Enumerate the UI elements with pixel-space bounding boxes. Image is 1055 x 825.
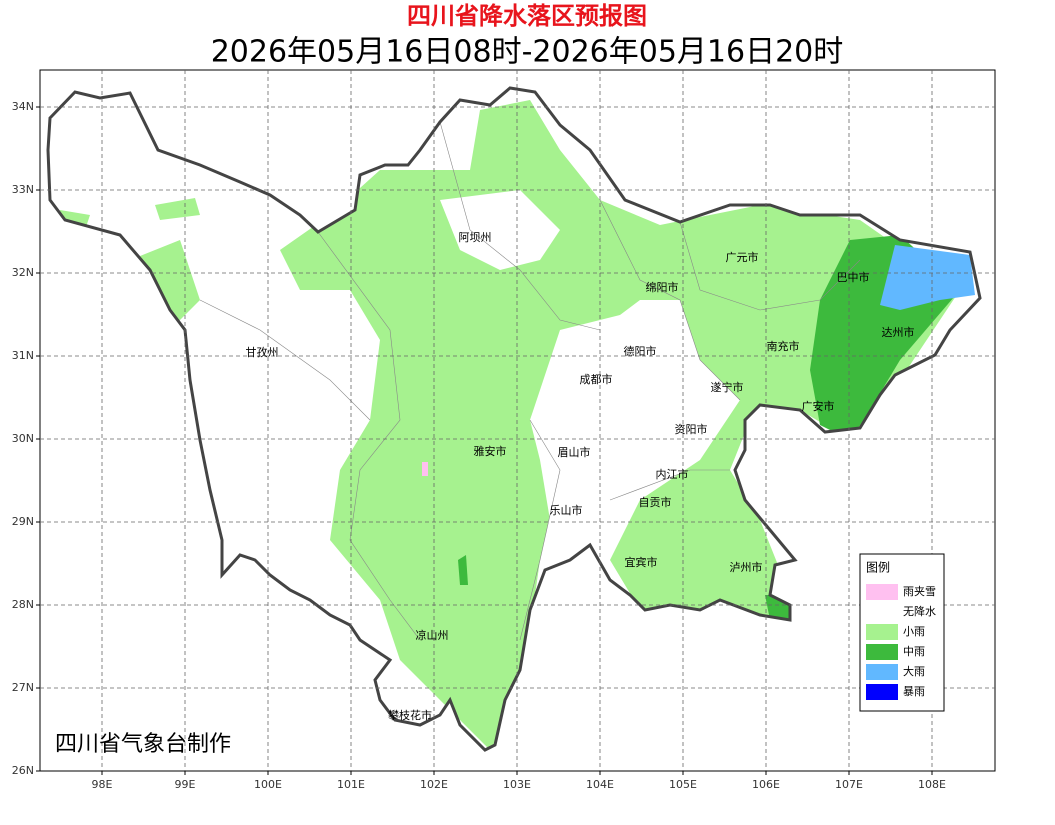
legend-swatch — [866, 624, 898, 640]
city-label: 雅安市 — [474, 444, 507, 458]
legend-label: 大雨 — [903, 664, 925, 678]
lat-label: 29N — [12, 515, 34, 528]
city-label: 德阳市 — [624, 344, 657, 358]
lon-label: 105E — [669, 778, 697, 791]
legend-swatch — [866, 604, 898, 620]
lat-label: 33N — [12, 183, 34, 196]
city-label: 绵阳市 — [646, 280, 679, 294]
title: 四川省降水落区预报图 — [407, 2, 647, 30]
lat-label: 32N — [12, 266, 34, 279]
legend-swatch — [866, 644, 898, 660]
province-border — [46, 86, 982, 752]
legend-title: 图例 — [866, 561, 890, 575]
lon-label: 107E — [835, 778, 863, 791]
city-label: 遂宁市 — [711, 380, 744, 394]
lon-label: 100E — [254, 778, 282, 791]
graticule: 34N 33N 32N 31N 30N 29N 28N 27N 26N 98E 99E 100E 101… — [12, 70, 995, 791]
lon-label: 101E — [337, 778, 365, 791]
lon-label: 104E — [586, 778, 614, 791]
legend-swatch — [866, 664, 898, 680]
city-label: 巴中市 — [837, 270, 870, 284]
legend-label: 中雨 — [903, 645, 925, 658]
credit: 四川省气象台制作 — [55, 732, 231, 757]
city-label: 内江市 — [656, 467, 689, 481]
city-label: 成都市 — [580, 372, 613, 386]
city-label: 凉山州 — [416, 628, 449, 642]
legend-label: 雨夹雪 — [903, 585, 936, 598]
city-label: 广安市 — [802, 399, 835, 413]
city-label: 南充市 — [767, 339, 800, 353]
city-label: 乐山市 — [550, 503, 583, 517]
legend-label: 暴雨 — [903, 685, 925, 698]
lon-label: 102E — [420, 778, 448, 791]
legend-swatch — [866, 584, 898, 600]
lon-label: 99E — [175, 778, 196, 791]
county-borders — [199, 121, 861, 641]
lon-label: 108E — [918, 778, 946, 791]
city-label: 泸州市 — [730, 560, 763, 574]
subtitle: 2026年05月16日08时-2026年05月16日20时 — [211, 35, 844, 70]
city-label: 资阳市 — [675, 422, 708, 436]
lon-label: 103E — [503, 778, 531, 791]
rain-areas — [60, 100, 975, 750]
lat-label: 27N — [12, 681, 34, 694]
city-label: 攀枝花市 — [388, 708, 432, 722]
legend-label: 无降水 — [903, 604, 936, 618]
lat-label: 34N — [12, 100, 34, 113]
lat-label: 31N — [12, 349, 34, 362]
city-label: 甘孜州 — [246, 345, 279, 359]
lon-label: 98E — [92, 778, 113, 791]
lat-label: 28N — [12, 598, 34, 611]
city-label: 眉山市 — [558, 445, 591, 459]
city-label: 达州市 — [882, 325, 915, 339]
city-label: 阿坝州 — [459, 230, 492, 244]
lat-label: 26N — [12, 764, 34, 777]
city-label: 广元市 — [726, 250, 759, 264]
legend-swatch — [866, 684, 898, 700]
city-label: 宜宾市 — [625, 555, 658, 569]
city-label: 自贡市 — [639, 495, 672, 509]
lat-label: 30N — [12, 432, 34, 445]
lon-label: 106E — [752, 778, 780, 791]
legend-label: 小雨 — [903, 625, 925, 638]
